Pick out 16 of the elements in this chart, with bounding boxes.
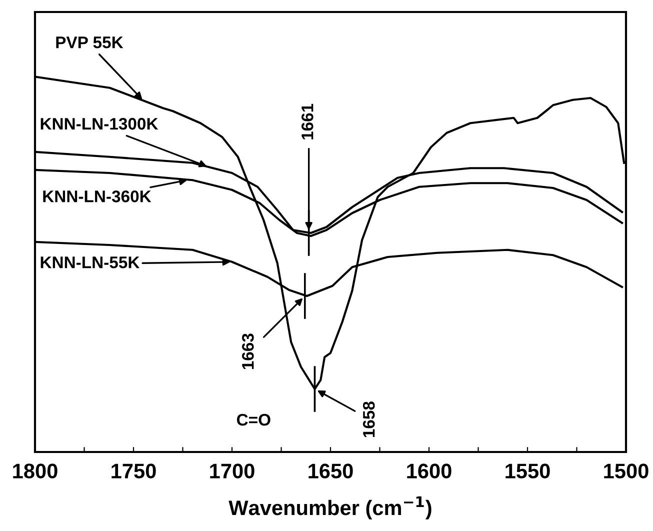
x-tick-label: 1700: [210, 464, 254, 478]
annotation: 1661: [302, 104, 314, 140]
series-label: KNN-LN-55K: [40, 256, 140, 268]
annotation: C=O: [236, 414, 270, 426]
annotation: 1663: [242, 334, 254, 370]
x-tick-label: 1650: [308, 464, 353, 478]
legend-label: KNN-LN-1300K: [40, 118, 158, 130]
annotation: 1658: [362, 402, 375, 438]
x-tick-label: 1600: [407, 464, 452, 478]
x-tick-label: 1750: [112, 464, 156, 478]
series-label: PVP 55K: [56, 36, 124, 48]
x-tick-label: 1800: [13, 464, 58, 478]
series-label: KNN-LN-360K: [43, 190, 152, 202]
x-tick-label: 1550: [506, 464, 550, 478]
x-tick-label: 1500: [604, 464, 648, 478]
x-axis-title: Wavenumber (cm$^{−1}$): [228, 496, 432, 520]
